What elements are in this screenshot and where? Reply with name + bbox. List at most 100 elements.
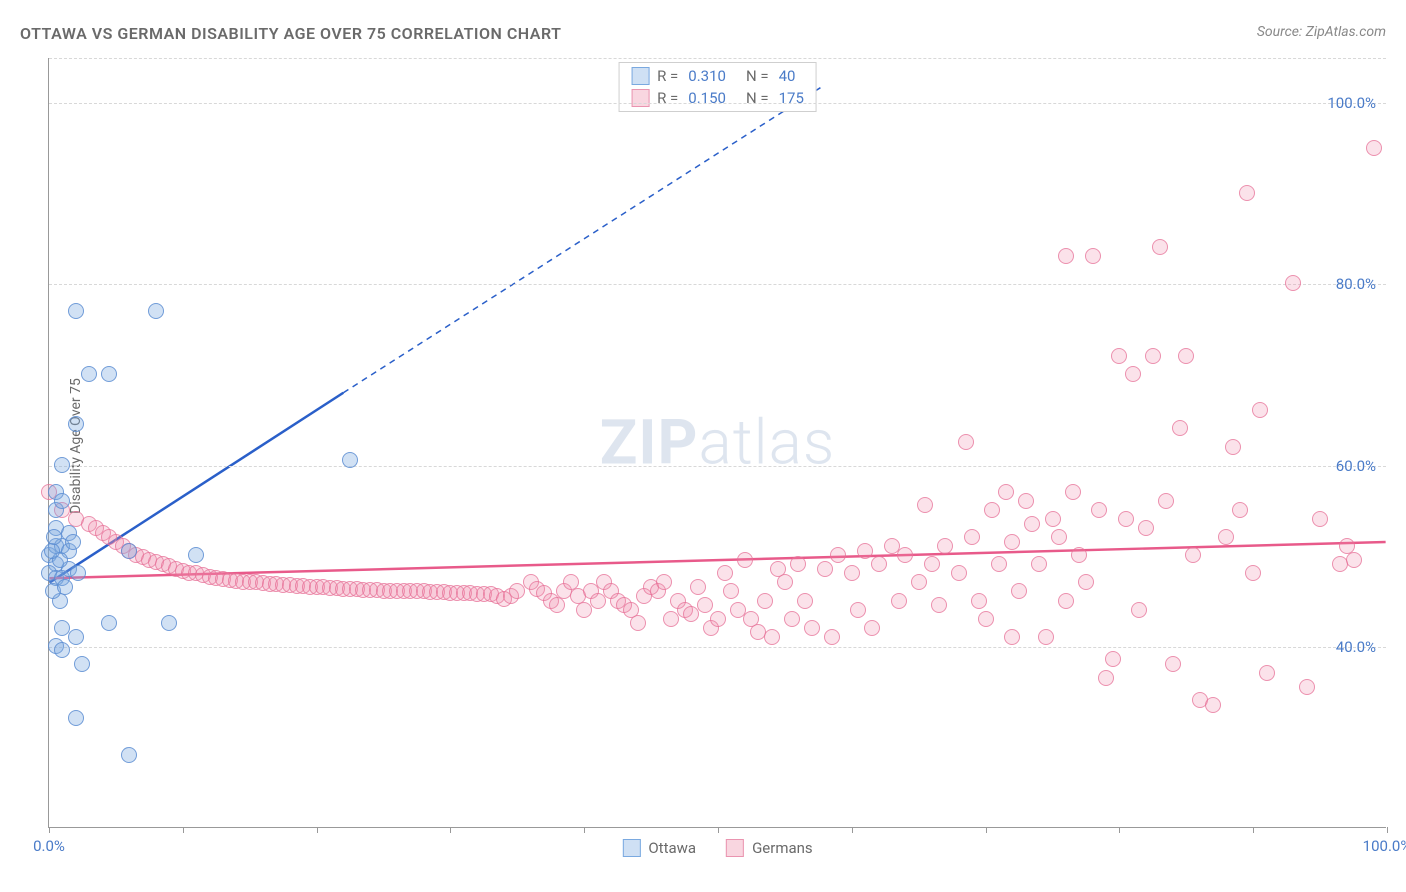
data-point xyxy=(964,529,980,545)
data-point xyxy=(911,574,927,590)
data-point xyxy=(710,611,726,627)
ottawa-swatch-icon xyxy=(631,67,649,85)
data-point xyxy=(998,484,1014,500)
gridline xyxy=(49,466,1386,467)
x-tick xyxy=(986,827,987,833)
data-point xyxy=(68,303,84,319)
plot-area: ZIPatlas R = 0.310 N = 40 R = 0.150 N = … xyxy=(48,58,1386,828)
data-point xyxy=(937,538,953,554)
data-point xyxy=(148,303,164,319)
data-point xyxy=(1065,484,1081,500)
chart-container: OTTAWA VS GERMAN DISABILITY AGE OVER 75 … xyxy=(0,0,1406,892)
data-point xyxy=(1031,556,1047,572)
data-point xyxy=(121,747,137,763)
data-point xyxy=(978,611,994,627)
data-point xyxy=(342,452,358,468)
data-point xyxy=(1125,366,1141,382)
data-point xyxy=(1091,502,1107,518)
data-point xyxy=(121,543,137,559)
ottawa-r-value: 0.310 xyxy=(688,67,726,85)
data-point xyxy=(1205,697,1221,713)
gridline xyxy=(49,284,1386,285)
r-label: R = xyxy=(657,89,678,107)
data-point xyxy=(1118,511,1134,527)
chart-title: OTTAWA VS GERMAN DISABILITY AGE OVER 75 … xyxy=(20,24,561,43)
data-point xyxy=(161,615,177,631)
data-point xyxy=(824,629,840,645)
data-point xyxy=(1232,502,1248,518)
data-point xyxy=(1058,248,1074,264)
data-point xyxy=(830,547,846,563)
trend-lines-svg xyxy=(49,58,1386,827)
ottawa-n-value: 40 xyxy=(779,67,796,85)
x-tick xyxy=(1253,827,1254,833)
r-label: R = xyxy=(657,67,678,85)
x-tick-label: 100.0% xyxy=(1363,837,1406,855)
data-point xyxy=(1078,574,1094,590)
data-point xyxy=(971,593,987,609)
legend-stats-germans: R = 0.150 N = 175 xyxy=(619,87,816,109)
ottawa-swatch-icon xyxy=(622,839,640,857)
data-point xyxy=(817,561,833,577)
source-label: Source: ZipAtlas.com xyxy=(1257,24,1386,40)
y-tick-label: 80.0% xyxy=(1336,275,1376,293)
data-point xyxy=(857,543,873,559)
germans-n-value: 175 xyxy=(779,89,804,107)
data-point xyxy=(1018,493,1034,509)
data-point xyxy=(1004,629,1020,645)
data-point xyxy=(757,593,773,609)
data-point xyxy=(68,710,84,726)
y-tick-label: 40.0% xyxy=(1336,638,1376,656)
germans-swatch-icon xyxy=(726,839,744,857)
data-point xyxy=(1071,547,1087,563)
gridline xyxy=(49,58,1386,59)
legend-stats-ottawa: R = 0.310 N = 40 xyxy=(619,65,816,87)
data-point xyxy=(81,366,97,382)
data-point xyxy=(797,593,813,609)
data-point xyxy=(54,642,70,658)
data-point xyxy=(1024,516,1040,532)
legend-ottawa-label: Ottawa xyxy=(648,839,696,857)
data-point xyxy=(871,556,887,572)
data-point xyxy=(44,543,60,559)
legend-ottawa: Ottawa xyxy=(622,839,696,857)
data-point xyxy=(1111,348,1127,364)
data-point xyxy=(1225,439,1241,455)
data-point xyxy=(850,602,866,618)
data-point xyxy=(74,656,90,672)
data-point xyxy=(1178,348,1194,364)
data-point xyxy=(931,597,947,613)
x-tick-label: 0.0% xyxy=(33,837,65,855)
legend-stats: R = 0.310 N = 40 R = 0.150 N = 175 xyxy=(618,62,817,112)
germans-swatch-icon xyxy=(631,89,649,107)
data-point xyxy=(1239,185,1255,201)
n-label: N = xyxy=(746,89,769,107)
data-point xyxy=(723,583,739,599)
data-point xyxy=(46,529,62,545)
data-point xyxy=(70,565,86,581)
data-point xyxy=(1004,534,1020,550)
data-point xyxy=(1105,651,1121,667)
gridline xyxy=(49,647,1386,648)
x-tick xyxy=(1387,827,1388,833)
data-point xyxy=(1252,402,1268,418)
data-point xyxy=(924,556,940,572)
data-point xyxy=(690,579,706,595)
legend-germans-label: Germans xyxy=(752,839,813,857)
data-point xyxy=(1285,275,1301,291)
data-point xyxy=(958,434,974,450)
legend-germans: Germans xyxy=(726,839,813,857)
data-point xyxy=(790,556,806,572)
data-point xyxy=(656,574,672,590)
data-point xyxy=(1138,520,1154,536)
data-point xyxy=(1312,511,1328,527)
data-point xyxy=(1085,248,1101,264)
data-point xyxy=(1145,348,1161,364)
x-tick xyxy=(450,827,451,833)
data-point xyxy=(1051,529,1067,545)
data-point xyxy=(1172,420,1188,436)
data-point xyxy=(1038,629,1054,645)
gridline xyxy=(49,103,1386,104)
data-point xyxy=(784,611,800,627)
x-tick xyxy=(49,827,50,833)
